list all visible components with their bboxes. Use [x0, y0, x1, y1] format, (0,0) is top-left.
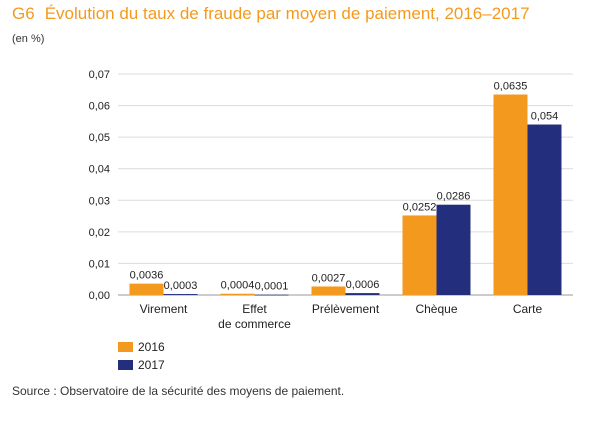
bar-2016 [220, 293, 255, 295]
bar-2017 [254, 294, 289, 296]
data-label: 0,0036 [130, 270, 164, 282]
y-tick-label: 0,01 [89, 258, 110, 270]
x-tick-label: de commerce [218, 317, 291, 331]
legend-item-2017: 2017 [118, 356, 165, 374]
legend-item-2016: 2016 [118, 338, 165, 356]
data-label: 0,0003 [164, 280, 198, 292]
x-tick-label: Virement [140, 302, 188, 316]
data-label: 0,0252 [403, 201, 437, 213]
y-tick-label: 0,03 [89, 195, 110, 207]
y-tick-label: 0,07 [89, 69, 110, 81]
bar-2016 [402, 215, 437, 295]
x-tick-label: Effet [242, 302, 267, 316]
legend-label-2017: 2017 [138, 358, 165, 372]
bar-2017 [345, 293, 380, 295]
chart-title: G6 Évolution du taux de fraude par moyen … [12, 4, 530, 24]
bar-2017 [436, 204, 471, 295]
bar-2016 [311, 286, 346, 295]
x-tick-label: Carte [513, 302, 543, 316]
x-tick-label: Prélèvement [312, 302, 380, 316]
data-label: 0,0027 [312, 272, 346, 284]
legend-label-2016: 2016 [138, 340, 165, 354]
data-label: 0,0635 [494, 81, 528, 93]
data-label: 0,0001 [255, 281, 289, 293]
data-label: 0,0004 [221, 280, 255, 292]
data-label: 0,0006 [346, 279, 380, 291]
unit-label: (en %) [12, 33, 45, 45]
y-tick-label: 0,04 [89, 164, 110, 176]
y-tick-label: 0,02 [89, 227, 110, 239]
y-tick-label: 0,06 [89, 101, 110, 113]
data-label: 0,054 [531, 111, 559, 123]
y-tick-label: 0,05 [89, 132, 110, 144]
bar-2017 [527, 124, 562, 295]
figure-title: Évolution du taux de fraude par moyen de… [44, 4, 530, 23]
bar-2016 [129, 283, 164, 295]
bar-2016 [493, 94, 528, 296]
legend-swatch-2017 [118, 360, 133, 370]
y-tick-label: 0,00 [89, 290, 110, 302]
bar-2017 [163, 294, 198, 295]
data-label: 0,0286 [437, 191, 471, 203]
legend-swatch-2016 [118, 342, 133, 352]
legend: 2016 2017 [118, 338, 165, 374]
source-note: Source : Observatoire de la sécurité des… [12, 384, 345, 398]
figure-code: G6 [12, 4, 35, 23]
x-tick-label: Chèque [415, 302, 457, 316]
